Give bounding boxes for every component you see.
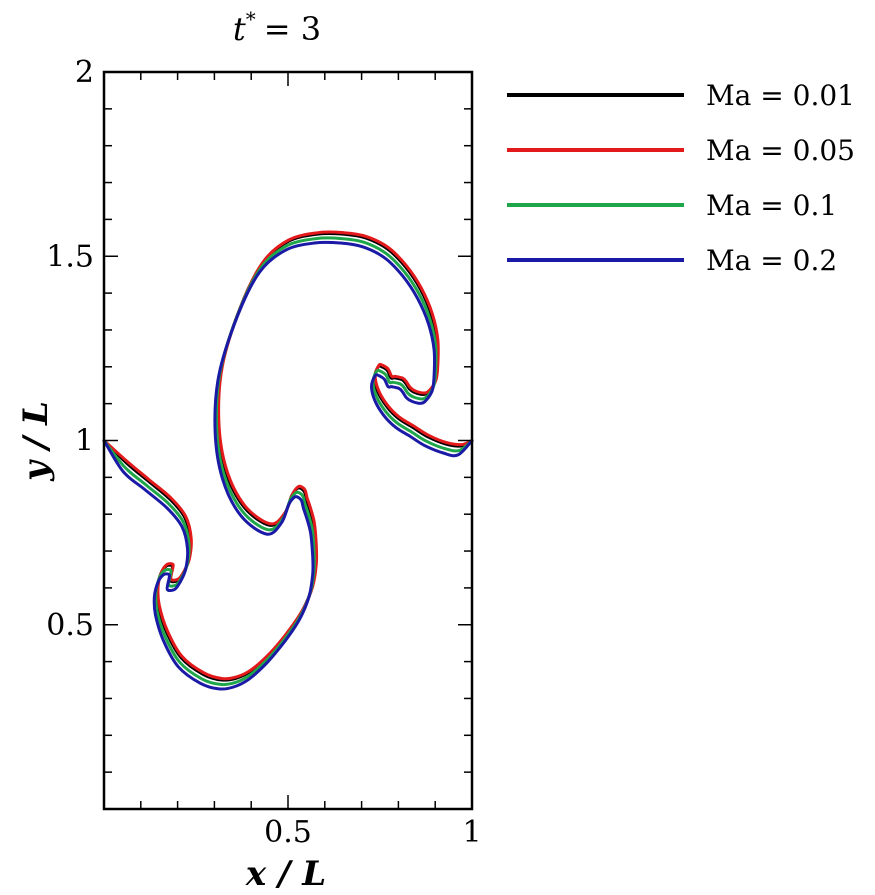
y-axis-title: y / L (16, 401, 56, 482)
y-tick-label: 1.5 (46, 239, 94, 274)
legend-label: Ma = 0.1 (706, 189, 837, 222)
legend-item: Ma = 0.1 (507, 189, 837, 222)
chart-title: t* = 3 (233, 7, 321, 48)
title-superscript: * (246, 7, 256, 31)
series-line-3 (102, 236, 474, 687)
legend-label: Ma = 0.2 (706, 244, 837, 277)
y-tick-label: 2 (75, 55, 94, 90)
title-symbol: t (233, 10, 246, 48)
y-tick-label: 0.5 (46, 608, 94, 643)
y-tick-label: 1 (75, 424, 94, 459)
legend: Ma = 0.01 Ma = 0.05 Ma = 0.1 Ma = 0.2 (507, 79, 855, 277)
series-layer (102, 230, 474, 691)
plot-area: 0.5 1 0.5 1 1.5 2 (46, 55, 481, 850)
legend-item: Ma = 0.05 (507, 134, 855, 167)
series-line-4 (102, 240, 474, 691)
ticks-layer: 0.5 1 0.5 1 1.5 2 (46, 55, 481, 850)
legend-item: Ma = 0.2 (507, 244, 837, 277)
x-tick-label: 1 (462, 815, 481, 850)
x-axis-title: x / L (245, 854, 326, 894)
series-line-2 (102, 230, 474, 681)
legend-label: Ma = 0.05 (706, 134, 855, 167)
series-line-1 (102, 231, 474, 682)
legend-item: Ma = 0.01 (507, 79, 855, 112)
title-equals: = 3 (264, 10, 321, 48)
legend-label: Ma = 0.01 (706, 79, 855, 112)
x-tick-label: 0.5 (264, 815, 312, 850)
